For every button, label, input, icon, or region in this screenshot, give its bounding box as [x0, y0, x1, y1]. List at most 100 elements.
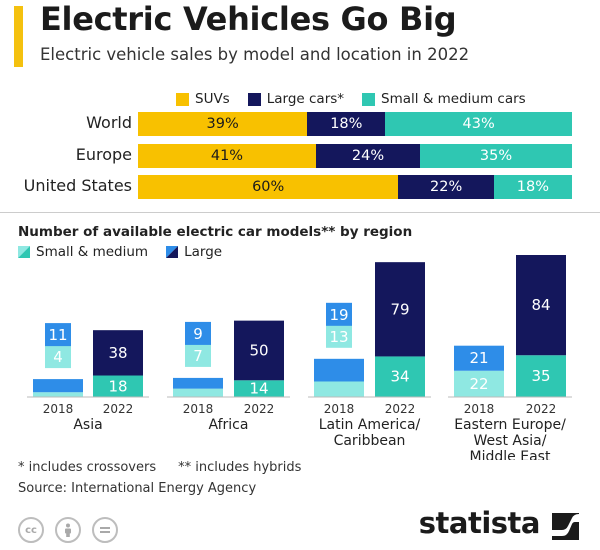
bar-small-medium	[314, 381, 364, 397]
bar-large	[173, 377, 223, 389]
legend-item-models-small-medium: Small & medium	[18, 244, 148, 260]
legend-label-large: Large cars*	[266, 91, 345, 107]
value-label-small-medium: 13	[329, 328, 348, 346]
value-label-large: 21	[469, 349, 488, 367]
footnote-hybrids: ** includes hybrids	[178, 460, 302, 475]
value-label-bg-large	[185, 321, 211, 346]
bar-small-medium	[454, 370, 504, 397]
year-tick-label: 2022	[526, 402, 557, 416]
nd-icon[interactable]	[92, 517, 118, 543]
sales-bar-segment: 60%	[138, 175, 399, 199]
year-tick-label: 2022	[244, 402, 275, 416]
sales-row: World 39% 18% 43%	[0, 112, 600, 136]
sales-bar-segment: 43%	[385, 112, 572, 136]
sales-bar-segment: 41%	[138, 144, 316, 168]
region-label: Eastern Europe/West Asia/Middle East	[454, 417, 566, 460]
value-label-bg-large	[45, 323, 71, 348]
page-title: Electric Vehicles Go Big	[40, 0, 457, 38]
value-label-bg-small-medium	[326, 325, 352, 348]
sales-bar-segment: 22%	[398, 175, 494, 199]
value-label-small-medium: 4	[53, 348, 63, 366]
bar-small-medium	[93, 375, 143, 397]
year-tick-label: 2018	[43, 402, 74, 416]
sales-row-label: World	[86, 113, 132, 132]
sales-row-label: United States	[23, 176, 132, 195]
bar-small-medium	[173, 388, 223, 397]
region-label: Africa	[209, 417, 249, 433]
value-label-small-medium: 7	[193, 347, 203, 365]
statista-logo-text[interactable]: statista	[418, 506, 541, 540]
page-subtitle: Electric vehicle sales by model and loca…	[40, 45, 470, 64]
value-label-large: 9	[193, 325, 203, 343]
sales-bar-segment: 35%	[420, 144, 572, 168]
sales-bar-segment: 18%	[493, 175, 572, 199]
legend-label-small-medium: Small & medium cars	[381, 91, 526, 107]
sales-row: United States 60% 22% 18%	[0, 175, 600, 199]
legend-item-large: Large cars*	[247, 90, 345, 108]
sales-bar-segment: 39%	[138, 112, 308, 136]
bar-large	[33, 379, 83, 393]
sales-legend: SUVs Large cars* Small & medium cars	[176, 90, 526, 108]
bar-large	[234, 320, 284, 381]
year-tick-label: 2018	[324, 402, 355, 416]
bar-large	[375, 262, 425, 357]
footnotes: * includes crossovers ** includes hybrids	[18, 460, 301, 475]
bar-small-medium	[33, 392, 83, 397]
bar-large	[314, 358, 364, 382]
legend-swatch-large	[247, 92, 261, 106]
legend-label-models-large: Large	[184, 244, 223, 260]
value-label-small-medium: 34	[390, 368, 409, 386]
legend-item-small-medium: Small & medium cars	[362, 90, 526, 108]
sales-bar: 39% 18% 43%	[138, 112, 572, 136]
statista-logo-icon[interactable]	[552, 513, 579, 540]
value-label-large: 84	[531, 296, 550, 314]
bar-large	[516, 255, 566, 356]
value-label-large: 19	[329, 306, 348, 324]
sales-row: Europe 41% 24% 35%	[0, 144, 600, 168]
bar-large	[93, 330, 143, 376]
footnote-crossovers: * includes crossovers	[18, 460, 157, 475]
legend-swatch-models-small-medium	[18, 246, 30, 258]
person-icon	[65, 523, 71, 537]
year-tick-label: 2018	[183, 402, 214, 416]
legend-swatch-small-medium	[362, 92, 376, 106]
legend-label-suv: SUVs	[195, 91, 230, 107]
year-tick-label: 2022	[103, 402, 134, 416]
legend-swatch-models-large	[166, 246, 179, 258]
title-accent-bar	[14, 6, 23, 67]
year-tick-label: 2022	[385, 402, 416, 416]
source-note: Source: International Energy Agency	[18, 481, 257, 496]
value-label-large: 79	[390, 300, 409, 318]
value-label-large: 50	[249, 341, 268, 359]
value-label-bg-small-medium	[45, 346, 71, 369]
sales-row-label: Europe	[75, 145, 132, 164]
bar-small-medium	[516, 355, 566, 397]
equals-icon	[100, 527, 110, 533]
bar-large	[454, 345, 504, 371]
region-label: Asia	[73, 417, 102, 433]
legend-item-models-large: Large	[166, 244, 222, 260]
section-divider	[0, 212, 600, 213]
models-legend: Small & medium Large	[18, 244, 222, 260]
value-label-small-medium: 35	[531, 367, 550, 385]
legend-label-models-small-medium: Small & medium	[36, 244, 149, 260]
value-label-small-medium: 14	[249, 380, 268, 398]
models-by-region-chart: 114114201818382022Asia9797201814502022Af…	[27, 255, 572, 460]
value-label-large: 38	[108, 344, 127, 362]
region-label: Latin America/Caribbean	[319, 417, 421, 449]
value-label-small-medium: 18	[108, 377, 127, 395]
sales-bar-segment: 18%	[307, 112, 386, 136]
models-chart-title: Number of available electric car models*…	[18, 224, 413, 240]
legend-swatch-suv	[176, 92, 189, 106]
value-label-bg-large	[326, 302, 352, 327]
sales-bar: 60% 22% 18%	[138, 175, 572, 199]
cc-icon[interactable]: cc	[18, 517, 44, 543]
value-label-bg-small-medium	[185, 344, 211, 367]
bar-small-medium	[234, 380, 284, 397]
by-icon[interactable]	[55, 517, 81, 543]
bar-small-medium	[375, 356, 425, 397]
year-tick-label: 2018	[464, 402, 495, 416]
value-label-large: 11	[48, 326, 67, 344]
legend-item-suv: SUVs	[176, 90, 230, 108]
sales-bar: 41% 24% 35%	[138, 144, 572, 168]
